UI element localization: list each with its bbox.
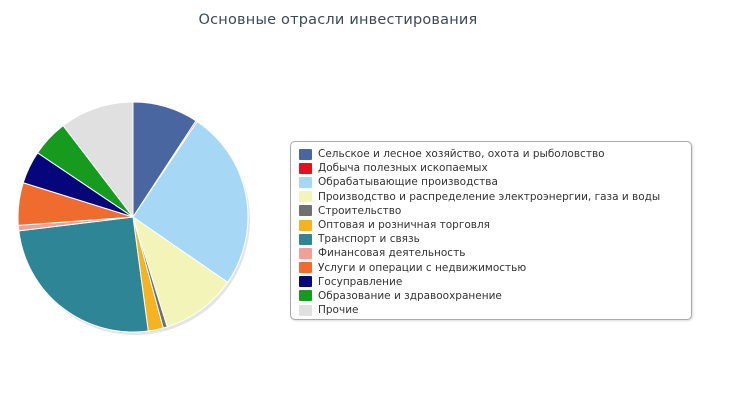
pie-slice-3[interactable]	[132, 121, 249, 283]
legend-label: Финансовая деятельность	[318, 247, 466, 260]
legend-item[interactable]: Производство и распределение электроэнер…	[299, 190, 691, 204]
legend-swatch	[299, 247, 312, 259]
legend-label: Образование и здравоохранение	[318, 289, 502, 302]
legend-swatch	[299, 191, 312, 203]
legend-label: Производство и распределение электроэнер…	[318, 190, 661, 203]
legend-swatch	[299, 233, 312, 245]
legend-swatch	[299, 162, 312, 174]
legend-item[interactable]: Строительство	[299, 204, 691, 218]
legend-item[interactable]: Прочие	[299, 303, 691, 317]
legend-swatch	[299, 176, 312, 188]
legend-item[interactable]: Добыча полезных ископаемых	[299, 161, 691, 175]
legend-item[interactable]: Образование и здравоохранение	[299, 289, 691, 303]
legend-label: Строительство	[318, 204, 402, 217]
legend-label: Обрабатывающие производства	[318, 176, 498, 189]
legend-swatch	[299, 304, 312, 316]
legend-item[interactable]: Оптовая и розничная торговля	[299, 218, 691, 232]
legend-list: Сельское и лесное хозяйство, охота и рыб…	[299, 147, 691, 317]
legend-item[interactable]: Транспорт и связь	[299, 232, 691, 246]
legend-item[interactable]: Финансовая деятельность	[299, 246, 691, 260]
pie-slice-12[interactable]	[62, 101, 134, 218]
legend-label: Транспорт и связь	[318, 233, 420, 246]
legend-swatch	[299, 219, 312, 231]
legend: Сельское и лесное хозяйство, охота и рыб…	[290, 141, 692, 320]
legend-swatch	[299, 262, 312, 274]
legend-label: Госуправление	[318, 275, 403, 288]
legend-item[interactable]: Услуги и операции с недвижимостью	[299, 261, 691, 275]
legend-label: Прочие	[318, 304, 359, 317]
legend-label: Сельское и лесное хозяйство, охота и рыб…	[318, 148, 605, 161]
legend-item[interactable]: Сельское и лесное хозяйство, охота и рыб…	[299, 147, 691, 161]
legend-label: Оптовая и розничная торговля	[318, 219, 490, 232]
pie-slice-4[interactable]	[132, 216, 229, 328]
pie-slice-7[interactable]	[18, 216, 149, 333]
chart-title: Основные отрасли инвестирования	[198, 12, 478, 28]
legend-swatch	[299, 290, 312, 302]
legend-swatch	[299, 148, 312, 160]
legend-item[interactable]: Обрабатывающие производства	[299, 175, 691, 189]
legend-item[interactable]: Госуправление	[299, 275, 691, 289]
legend-label: Услуги и операции с недвижимостью	[318, 261, 527, 274]
legend-label: Добыча полезных ископаемых	[318, 162, 488, 175]
legend-swatch	[299, 276, 312, 288]
legend-swatch	[299, 205, 312, 217]
